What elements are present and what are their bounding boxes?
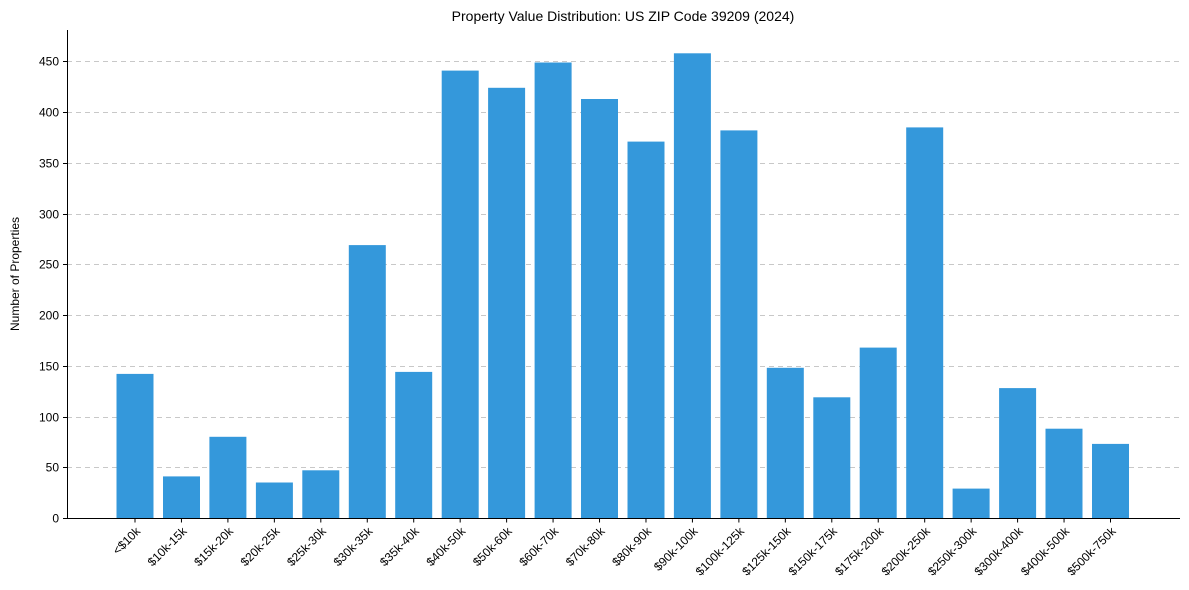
bar [302,470,340,518]
y-tick-label: 100 [39,411,59,425]
y-tick-label: 300 [39,208,59,222]
y-ticks: 0 50 100 150 200 250 300 350 400 450 [39,55,67,526]
y-tick-label: 350 [39,157,59,171]
bar [813,397,851,518]
y-tick-label: 200 [39,309,59,323]
x-tick-label: $250k-300k [925,524,980,579]
bar [581,99,618,518]
x-tick-label: $300k-400k [971,524,1026,579]
bar [766,367,804,518]
bar [1045,428,1083,518]
bar [952,488,990,518]
x-tick-label: $50k-60k [470,524,516,570]
x-tick-label: $500k-750k [1064,524,1119,579]
x-tick-label: $80k-90k [609,524,655,570]
x-tick-label: $10k-15k [145,524,191,570]
axes [67,30,1180,519]
bar [534,62,572,518]
bar [209,436,247,518]
x-tick-label: $150k-175k [786,524,841,579]
chart-title: Property Value Distribution: US ZIP Code… [452,8,795,24]
x-tick-label: $200k-250k [879,524,934,579]
y-tick-label: 0 [52,512,59,526]
bar [720,130,758,518]
x-tick-label: $175k-200k [832,524,887,579]
bars [116,53,1129,519]
x-ticks: <$10k $10k-15k $15k-20k $20k-25k $25k-30k $30… [110,518,1119,579]
bar [116,373,154,518]
bar [1092,443,1129,518]
x-tick-label: $70k-80k [563,524,609,570]
y-tick-label: 400 [39,106,59,120]
bar [999,388,1037,518]
x-tick-label: $400k-500k [1018,524,1073,579]
bar [627,141,665,518]
x-tick-label: $35k-40k [377,524,423,570]
x-tick-label: $25k-30k [284,524,330,570]
x-tick-label: $30k-35k [331,524,377,570]
y-tick-label: 50 [46,461,60,475]
x-tick-label: $20k-25k [238,524,284,570]
x-tick-label: <$10k [110,524,144,558]
bar [395,371,433,518]
bar [348,245,386,518]
y-tick-label: 450 [39,55,59,69]
bar [859,347,897,518]
y-tick-label: 250 [39,258,59,272]
bar [673,53,711,519]
x-tick-label: $15k-20k [191,524,237,570]
y-axis-label: Number of Properties [8,217,22,331]
x-tick-label: $40k-50k [423,524,469,570]
grid-lines [67,61,1180,468]
bar [255,482,293,518]
bar [488,87,526,519]
bar [163,476,200,518]
x-tick-label: $60k-70k [516,524,562,570]
bar [441,70,479,518]
y-tick-label: 150 [39,360,59,374]
bar [906,127,944,519]
x-tick-label: $100k-125k [693,524,748,579]
x-tick-label: $125k-150k [739,524,794,579]
